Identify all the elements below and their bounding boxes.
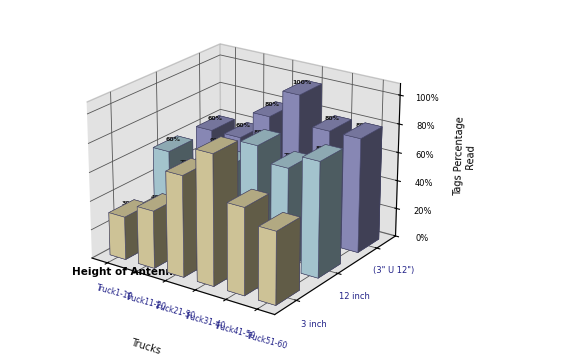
Text: Height of Antenna: Height of Antenna (72, 267, 180, 277)
X-axis label: Trucks: Trucks (129, 337, 162, 355)
